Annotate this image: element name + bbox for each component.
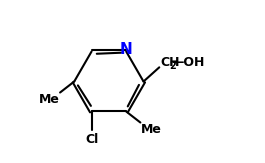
Text: CH: CH: [161, 56, 180, 69]
Text: Cl: Cl: [85, 133, 98, 146]
Text: Me: Me: [38, 93, 59, 106]
Text: N: N: [120, 42, 132, 57]
Text: —OH: —OH: [172, 56, 205, 69]
Text: 2: 2: [170, 61, 176, 71]
Text: Me: Me: [141, 123, 162, 136]
